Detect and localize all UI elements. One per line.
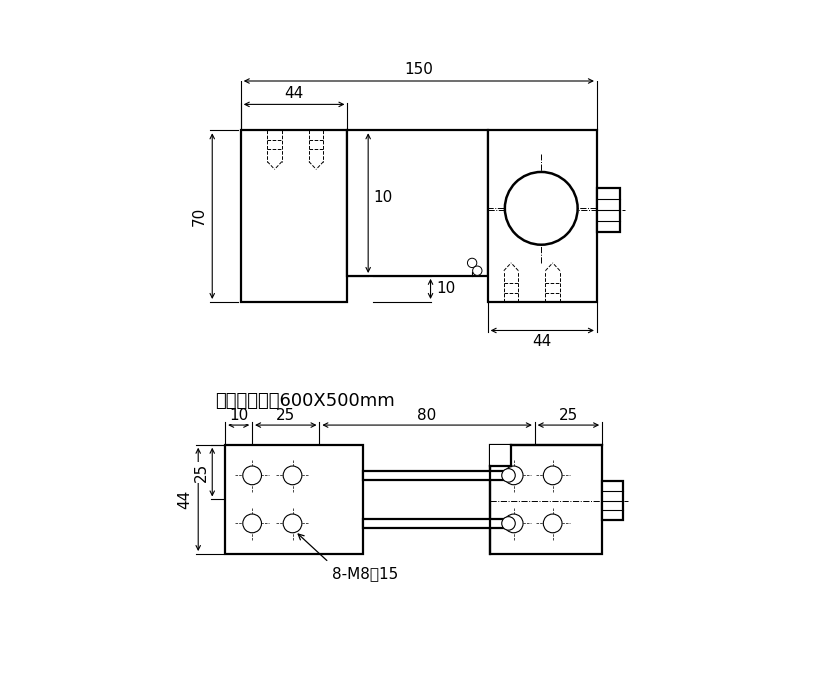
Circle shape xyxy=(505,172,578,245)
Bar xyxy=(602,481,623,520)
Text: 25: 25 xyxy=(559,408,578,423)
Bar xyxy=(363,471,509,479)
Circle shape xyxy=(504,514,523,533)
Bar xyxy=(240,130,347,302)
Bar xyxy=(490,445,511,466)
Bar xyxy=(488,130,597,302)
Text: 44: 44 xyxy=(285,86,304,101)
Circle shape xyxy=(504,466,523,485)
Circle shape xyxy=(544,514,562,533)
Bar xyxy=(597,188,620,232)
Text: 10: 10 xyxy=(437,281,456,296)
Text: 最大秤台面积600X500mm: 最大秤台面积600X500mm xyxy=(215,392,395,410)
Text: 10: 10 xyxy=(373,190,392,205)
Text: 80: 80 xyxy=(418,408,437,423)
Circle shape xyxy=(283,514,302,533)
Circle shape xyxy=(473,266,482,275)
Circle shape xyxy=(243,514,261,533)
Text: 44: 44 xyxy=(178,490,193,509)
Circle shape xyxy=(468,259,477,267)
Text: 44: 44 xyxy=(533,334,552,350)
Text: 8-M8深15: 8-M8深15 xyxy=(331,566,397,581)
Text: 10: 10 xyxy=(229,408,248,423)
Circle shape xyxy=(502,468,515,482)
Circle shape xyxy=(544,466,562,485)
Circle shape xyxy=(502,516,515,530)
Text: 150: 150 xyxy=(404,62,433,77)
Text: 70: 70 xyxy=(192,207,207,225)
Circle shape xyxy=(243,466,261,485)
Circle shape xyxy=(283,466,302,485)
Bar xyxy=(490,445,602,554)
Bar xyxy=(363,519,509,528)
Text: 25: 25 xyxy=(276,408,296,423)
Text: 25: 25 xyxy=(195,462,210,482)
Bar xyxy=(225,445,363,554)
Bar xyxy=(347,130,488,276)
